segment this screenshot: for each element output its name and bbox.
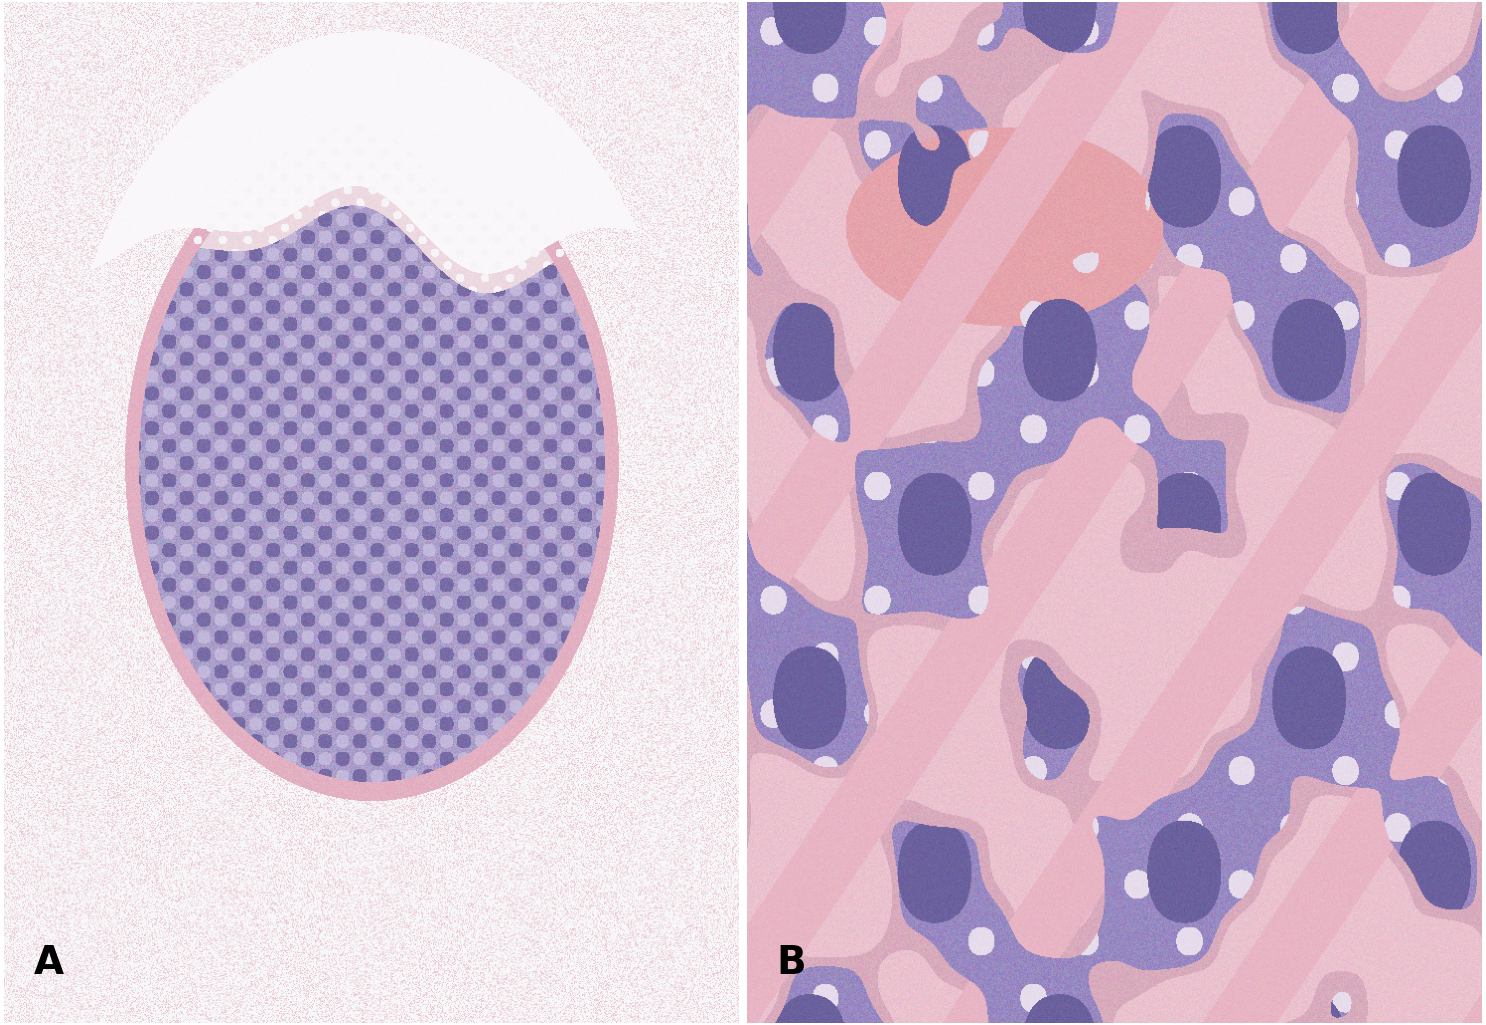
Text: B: B <box>777 944 807 982</box>
Text: A: A <box>34 944 64 982</box>
